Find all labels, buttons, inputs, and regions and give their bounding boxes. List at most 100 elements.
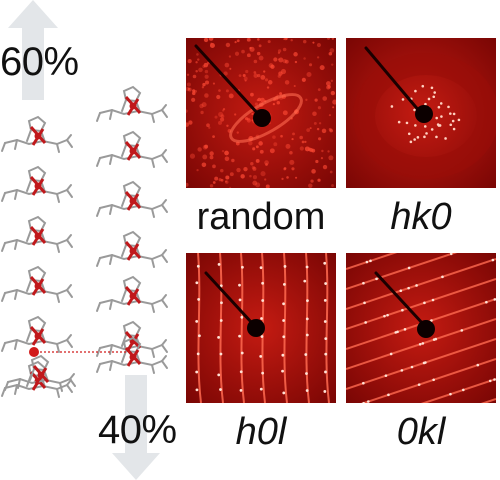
reflection-spot [304, 353, 308, 356]
reflection-spot [384, 374, 388, 377]
speckle [308, 183, 313, 188]
speckle [318, 137, 322, 141]
speckle [314, 98, 318, 102]
speckle [329, 128, 333, 133]
speckle [246, 38, 251, 42]
speckle [197, 147, 202, 152]
diffraction-pattern-0kl [346, 253, 496, 403]
highlight-atom [29, 347, 39, 357]
speckle [270, 64, 275, 69]
speckle [234, 41, 237, 44]
speckle [285, 143, 291, 149]
speckle [257, 38, 260, 41]
reflection-spot [306, 299, 309, 303]
reflection-spot [365, 260, 369, 264]
speckle [186, 109, 188, 113]
reflection-spot [405, 121, 409, 125]
panel-label-0kl: 0kl [396, 411, 446, 453]
reflection-spot [431, 298, 435, 302]
reflection-spot [409, 140, 413, 144]
layer-line-streak [219, 253, 224, 403]
reflection-spot [281, 369, 284, 373]
speckle [256, 51, 261, 56]
reflection-spot [399, 289, 403, 293]
speckle [201, 102, 207, 108]
speckle [315, 159, 319, 164]
reflection-spot [323, 320, 327, 323]
reflection-spot [217, 336, 220, 339]
speckle [283, 167, 287, 170]
speckle [204, 144, 209, 149]
speckle [229, 172, 234, 177]
reflection-spot [414, 124, 417, 127]
speckle [284, 38, 288, 41]
speckle [304, 140, 307, 144]
speckle [202, 82, 206, 87]
speckle [249, 174, 252, 178]
speckle [299, 146, 304, 151]
speckle [266, 86, 270, 89]
reflection-spot [305, 333, 309, 337]
reflection-spot [383, 314, 386, 318]
speckle [220, 117, 225, 122]
reflection-spot [434, 337, 438, 341]
reflection-spot [449, 112, 452, 115]
reflection-spot [282, 302, 285, 306]
reflection-spot [195, 370, 199, 374]
up-arrow [8, 0, 58, 100]
speckle [316, 43, 322, 48]
speckle [228, 55, 232, 58]
speckle [203, 62, 209, 68]
reflection-spot [416, 136, 420, 139]
layer-line-streak [360, 358, 496, 403]
speckle [208, 38, 214, 41]
speckle [265, 184, 270, 188]
reflection-spot [362, 281, 365, 285]
speckle [273, 142, 278, 147]
reflection-spot [238, 298, 242, 302]
speckle [244, 79, 247, 82]
speckle [224, 62, 230, 68]
reflection-spot [219, 352, 223, 356]
speckle [252, 180, 258, 186]
reflection-spot [303, 279, 307, 283]
layer-line-streak [346, 258, 496, 310]
speckle [240, 174, 245, 179]
reflection-spot [281, 353, 285, 357]
speckle [248, 140, 253, 146]
reflection-spot [261, 371, 265, 375]
reflection-spot [439, 102, 443, 105]
reflection-spot [493, 378, 496, 381]
reflection-spot [413, 108, 416, 112]
reflection-spot [260, 317, 263, 320]
reflection-spot [452, 127, 456, 131]
speckle [220, 168, 224, 173]
speckle [282, 110, 288, 116]
reflection-spot [389, 352, 393, 356]
speckle [311, 169, 316, 174]
reflection-spot [241, 265, 244, 269]
speckle [204, 93, 209, 98]
speckle [254, 102, 258, 106]
speckle [286, 176, 289, 179]
speckle [283, 167, 286, 171]
speckle [332, 99, 336, 105]
layer-line-streak [197, 253, 202, 403]
reflection-spot [261, 281, 265, 285]
reflection-spot [435, 116, 438, 120]
speckle [212, 181, 216, 184]
diffuse-band [229, 93, 303, 143]
layer-line-streak [283, 253, 288, 403]
reflection-spot [367, 400, 370, 403]
speckle [234, 113, 237, 116]
reflection-spot [424, 361, 427, 364]
speckle [224, 150, 229, 156]
speckle [236, 39, 240, 43]
speckle [301, 140, 305, 144]
reflection-spot [414, 89, 417, 93]
speckle [234, 51, 240, 56]
reflection-spot [449, 123, 453, 127]
reflection-spot [424, 102, 427, 106]
speckle [250, 92, 254, 97]
speckle [204, 74, 209, 79]
